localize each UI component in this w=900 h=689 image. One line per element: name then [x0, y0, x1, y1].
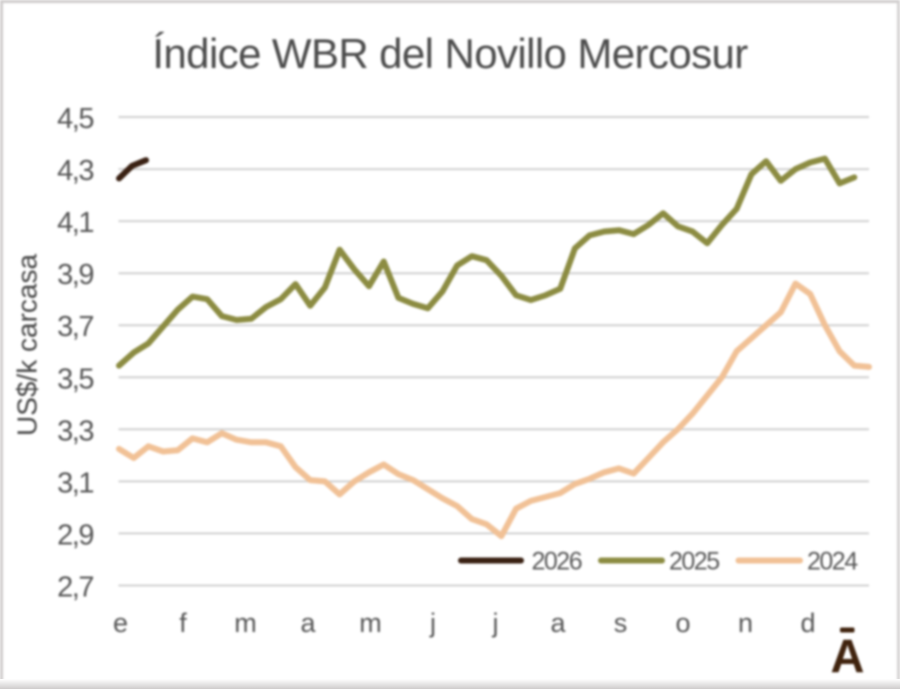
svg-text:2,7: 2,7 — [57, 572, 93, 604]
svg-text:2024: 2024 — [807, 548, 858, 576]
svg-text:n: n — [738, 608, 753, 638]
svg-text:m: m — [359, 608, 382, 638]
svg-text:j: j — [492, 608, 499, 638]
svg-text:3,9: 3,9 — [57, 259, 93, 291]
svg-text:3,5: 3,5 — [57, 363, 93, 395]
svg-text:o: o — [675, 608, 690, 638]
svg-text:a: a — [300, 608, 316, 638]
svg-text:A: A — [831, 630, 865, 683]
svg-text:3,1: 3,1 — [57, 467, 93, 499]
svg-text:2026: 2026 — [532, 548, 582, 576]
svg-text:US$/k carcasa: US$/k carcasa — [12, 254, 43, 436]
svg-text:e: e — [113, 608, 128, 638]
svg-text:2,9: 2,9 — [57, 519, 93, 551]
svg-text:s: s — [614, 608, 628, 638]
svg-text:3,3: 3,3 — [57, 415, 93, 447]
svg-text:3,7: 3,7 — [57, 311, 93, 343]
svg-text:2025: 2025 — [669, 548, 719, 576]
svg-text:4,1: 4,1 — [57, 207, 93, 239]
svg-text:d: d — [800, 608, 815, 638]
svg-text:m: m — [234, 608, 257, 638]
svg-text:4,5: 4,5 — [57, 103, 93, 135]
svg-text:4,3: 4,3 — [57, 155, 93, 187]
svg-text:j: j — [429, 608, 436, 638]
svg-text:f: f — [179, 608, 187, 638]
svg-text:a: a — [550, 608, 566, 638]
